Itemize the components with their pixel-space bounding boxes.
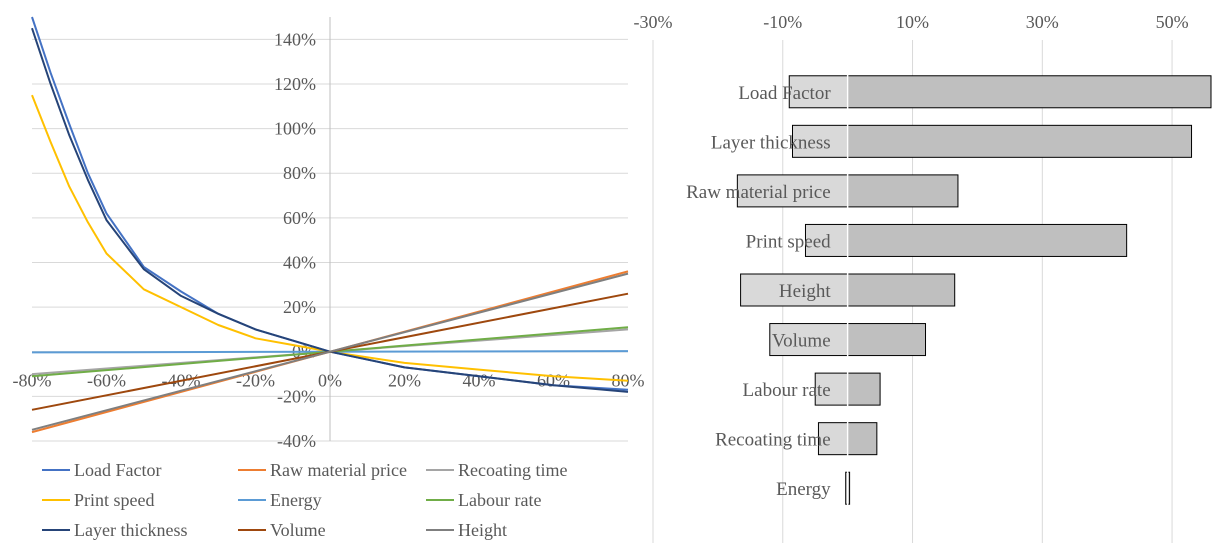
x-tick-label: 0% xyxy=(318,371,342,391)
y-tick-label: 80% xyxy=(283,163,316,183)
category-label: Height xyxy=(779,281,831,302)
category-label: Labour rate xyxy=(743,380,831,401)
y-tick-label: -20% xyxy=(277,386,316,406)
y-tick-label: 140% xyxy=(274,29,316,49)
legend-label: Load Factor xyxy=(74,460,161,480)
x-tick-label: 80% xyxy=(612,371,645,391)
category-label: Layer thickness xyxy=(711,132,831,153)
series-line-layer-thickness xyxy=(31,27,629,393)
bar-high xyxy=(847,124,1193,158)
bar-high xyxy=(847,422,878,456)
bar-low xyxy=(817,422,849,456)
y-tick-label: 100% xyxy=(274,119,316,139)
bar-low xyxy=(736,174,849,208)
legend-label: Height xyxy=(458,520,507,540)
bar-low xyxy=(814,372,849,406)
y-tick-label: 40% xyxy=(283,252,316,272)
line-chart: -40%-20%0%20%40%60%80%100%120%140%-80% -6… xyxy=(13,16,645,540)
x-tick-label: 50% xyxy=(1156,12,1189,32)
category-label: Raw material price xyxy=(686,182,831,203)
x-tick-label: 20% xyxy=(388,371,421,391)
bar-low xyxy=(769,323,849,357)
bar-high xyxy=(847,273,956,307)
bar-low xyxy=(845,471,849,505)
legend-label: Volume xyxy=(270,520,326,540)
x-tick-label: -20% xyxy=(236,371,275,391)
bar-low xyxy=(788,75,849,109)
x-tick-label: -60% xyxy=(87,371,126,391)
bar-low xyxy=(804,223,849,257)
bar-high xyxy=(847,372,881,406)
bar-low xyxy=(792,124,849,158)
legend-label: Labour rate xyxy=(458,490,541,510)
x-tick-label: 60% xyxy=(537,371,570,391)
category-label: Print speed xyxy=(746,231,831,252)
y-tick-label: -40% xyxy=(277,431,316,451)
x-tick-label: 30% xyxy=(1026,12,1059,32)
series-line-print-speed xyxy=(31,94,629,382)
series-line-height xyxy=(31,272,629,431)
legend-label: Raw material price xyxy=(270,460,407,480)
category-label: Recoating time xyxy=(715,430,831,451)
bar-high xyxy=(847,223,1128,257)
bar-high xyxy=(847,174,959,208)
y-tick-label: 60% xyxy=(283,208,316,228)
y-tick-label: 120% xyxy=(274,74,316,94)
x-tick-label: 10% xyxy=(896,12,929,32)
y-tick-label: 20% xyxy=(283,297,316,317)
bar-low xyxy=(740,273,849,307)
category-label: Volume xyxy=(772,331,831,352)
x-tick-label: 40% xyxy=(463,371,496,391)
category-label: Load Factor xyxy=(738,83,831,104)
x-tick-label: -10% xyxy=(763,12,802,32)
legend-label: Energy xyxy=(270,490,322,510)
legend-label: Layer thickness xyxy=(74,520,187,540)
bar-high xyxy=(847,471,851,505)
legend-label: Print speed xyxy=(74,490,155,510)
category-label: Energy xyxy=(776,479,831,500)
bar-high xyxy=(847,323,927,357)
legend-label: Recoating time xyxy=(458,460,567,480)
bar-high xyxy=(847,75,1212,109)
